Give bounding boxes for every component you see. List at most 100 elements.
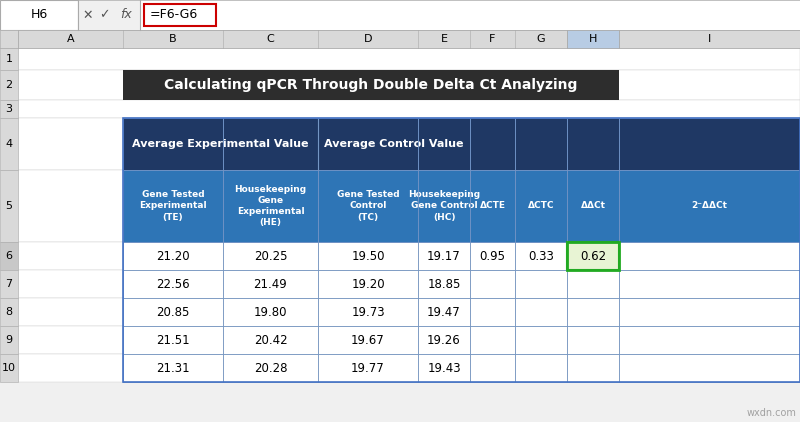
Bar bbox=[140, 0, 800, 30]
Bar bbox=[515, 326, 567, 354]
Text: Average Control Value: Average Control Value bbox=[324, 139, 464, 149]
Bar bbox=[223, 118, 318, 170]
Text: A: A bbox=[66, 34, 74, 44]
Text: Housekeeping
Gene Control
(HC): Housekeeping Gene Control (HC) bbox=[408, 190, 480, 222]
Bar bbox=[223, 298, 318, 326]
Bar bbox=[515, 354, 567, 382]
Bar bbox=[470, 270, 515, 298]
Text: B: B bbox=[169, 34, 177, 44]
Bar bbox=[619, 270, 800, 298]
Bar bbox=[0, 118, 18, 170]
Text: 10: 10 bbox=[2, 363, 16, 373]
Bar bbox=[515, 298, 567, 326]
Bar bbox=[470, 118, 515, 170]
Bar bbox=[619, 354, 800, 382]
Bar bbox=[567, 30, 619, 48]
Text: fx: fx bbox=[120, 8, 132, 22]
Bar bbox=[0, 326, 18, 354]
Bar bbox=[18, 118, 800, 170]
Text: H6: H6 bbox=[30, 8, 48, 22]
Bar bbox=[515, 170, 567, 242]
Bar bbox=[223, 170, 318, 242]
Bar bbox=[318, 118, 418, 170]
Text: 6: 6 bbox=[6, 251, 13, 261]
Bar bbox=[0, 100, 18, 118]
Bar bbox=[619, 118, 800, 170]
Text: H: H bbox=[589, 34, 597, 44]
Bar bbox=[18, 48, 800, 70]
Bar bbox=[470, 354, 515, 382]
Text: 19.17: 19.17 bbox=[427, 249, 461, 262]
Bar bbox=[123, 326, 223, 354]
Bar bbox=[18, 170, 800, 242]
Bar bbox=[470, 298, 515, 326]
Bar bbox=[318, 326, 418, 354]
Bar bbox=[418, 298, 470, 326]
Bar bbox=[318, 354, 418, 382]
Bar bbox=[223, 326, 318, 354]
Text: F: F bbox=[490, 34, 496, 44]
Text: 4: 4 bbox=[6, 139, 13, 149]
Bar bbox=[0, 48, 18, 70]
Bar bbox=[0, 30, 18, 48]
Bar bbox=[123, 298, 223, 326]
Bar bbox=[18, 100, 800, 118]
Bar bbox=[567, 298, 619, 326]
Text: 22.56: 22.56 bbox=[156, 278, 190, 290]
Bar bbox=[18, 70, 800, 100]
Bar bbox=[18, 298, 800, 326]
Bar bbox=[318, 170, 418, 242]
Bar bbox=[18, 242, 800, 270]
Bar bbox=[123, 170, 223, 242]
Text: 21.31: 21.31 bbox=[156, 362, 190, 374]
Text: Average Experimental Value: Average Experimental Value bbox=[132, 139, 309, 149]
Text: Calculating qPCR Through Double Delta Ct Analyzing: Calculating qPCR Through Double Delta Ct… bbox=[164, 78, 578, 92]
Text: 20.28: 20.28 bbox=[254, 362, 287, 374]
Text: 19.50: 19.50 bbox=[351, 249, 385, 262]
Bar bbox=[418, 354, 470, 382]
Text: 19.77: 19.77 bbox=[351, 362, 385, 374]
Bar bbox=[123, 354, 223, 382]
Bar bbox=[619, 326, 800, 354]
Text: 21.51: 21.51 bbox=[156, 333, 190, 346]
Bar bbox=[0, 170, 18, 242]
Bar bbox=[418, 170, 470, 242]
Text: 20.25: 20.25 bbox=[254, 249, 287, 262]
Text: 19.80: 19.80 bbox=[254, 306, 287, 319]
Text: 19.26: 19.26 bbox=[427, 333, 461, 346]
Bar bbox=[0, 270, 18, 298]
Bar bbox=[123, 118, 800, 382]
Bar bbox=[223, 270, 318, 298]
Bar bbox=[470, 170, 515, 242]
Bar bbox=[0, 0, 78, 30]
Text: I: I bbox=[708, 34, 711, 44]
Text: ΔCTE: ΔCTE bbox=[479, 201, 506, 211]
Text: Housekeeping
Gene
Experimental
(HE): Housekeeping Gene Experimental (HE) bbox=[234, 185, 306, 227]
Text: 0.95: 0.95 bbox=[479, 249, 506, 262]
Bar bbox=[418, 118, 470, 170]
Bar bbox=[18, 354, 800, 382]
Text: 0.62: 0.62 bbox=[580, 249, 606, 262]
Bar bbox=[567, 170, 619, 242]
Bar bbox=[418, 326, 470, 354]
Bar bbox=[418, 242, 470, 270]
Bar bbox=[18, 270, 800, 298]
Text: =F6-G6: =F6-G6 bbox=[150, 8, 198, 22]
Text: 3: 3 bbox=[6, 104, 13, 114]
Bar bbox=[515, 270, 567, 298]
Bar bbox=[0, 30, 800, 48]
Text: 19.47: 19.47 bbox=[427, 306, 461, 319]
Bar bbox=[144, 4, 216, 26]
Bar bbox=[567, 242, 619, 270]
Bar bbox=[0, 242, 18, 270]
Text: 1: 1 bbox=[6, 54, 13, 64]
Text: 19.20: 19.20 bbox=[351, 278, 385, 290]
Text: C: C bbox=[266, 34, 274, 44]
Text: 19.73: 19.73 bbox=[351, 306, 385, 319]
Bar bbox=[567, 242, 619, 270]
Bar bbox=[223, 354, 318, 382]
Text: G: G bbox=[537, 34, 546, 44]
Text: 2: 2 bbox=[6, 80, 13, 90]
Text: wxdn.com: wxdn.com bbox=[746, 408, 796, 418]
Bar bbox=[619, 170, 800, 242]
